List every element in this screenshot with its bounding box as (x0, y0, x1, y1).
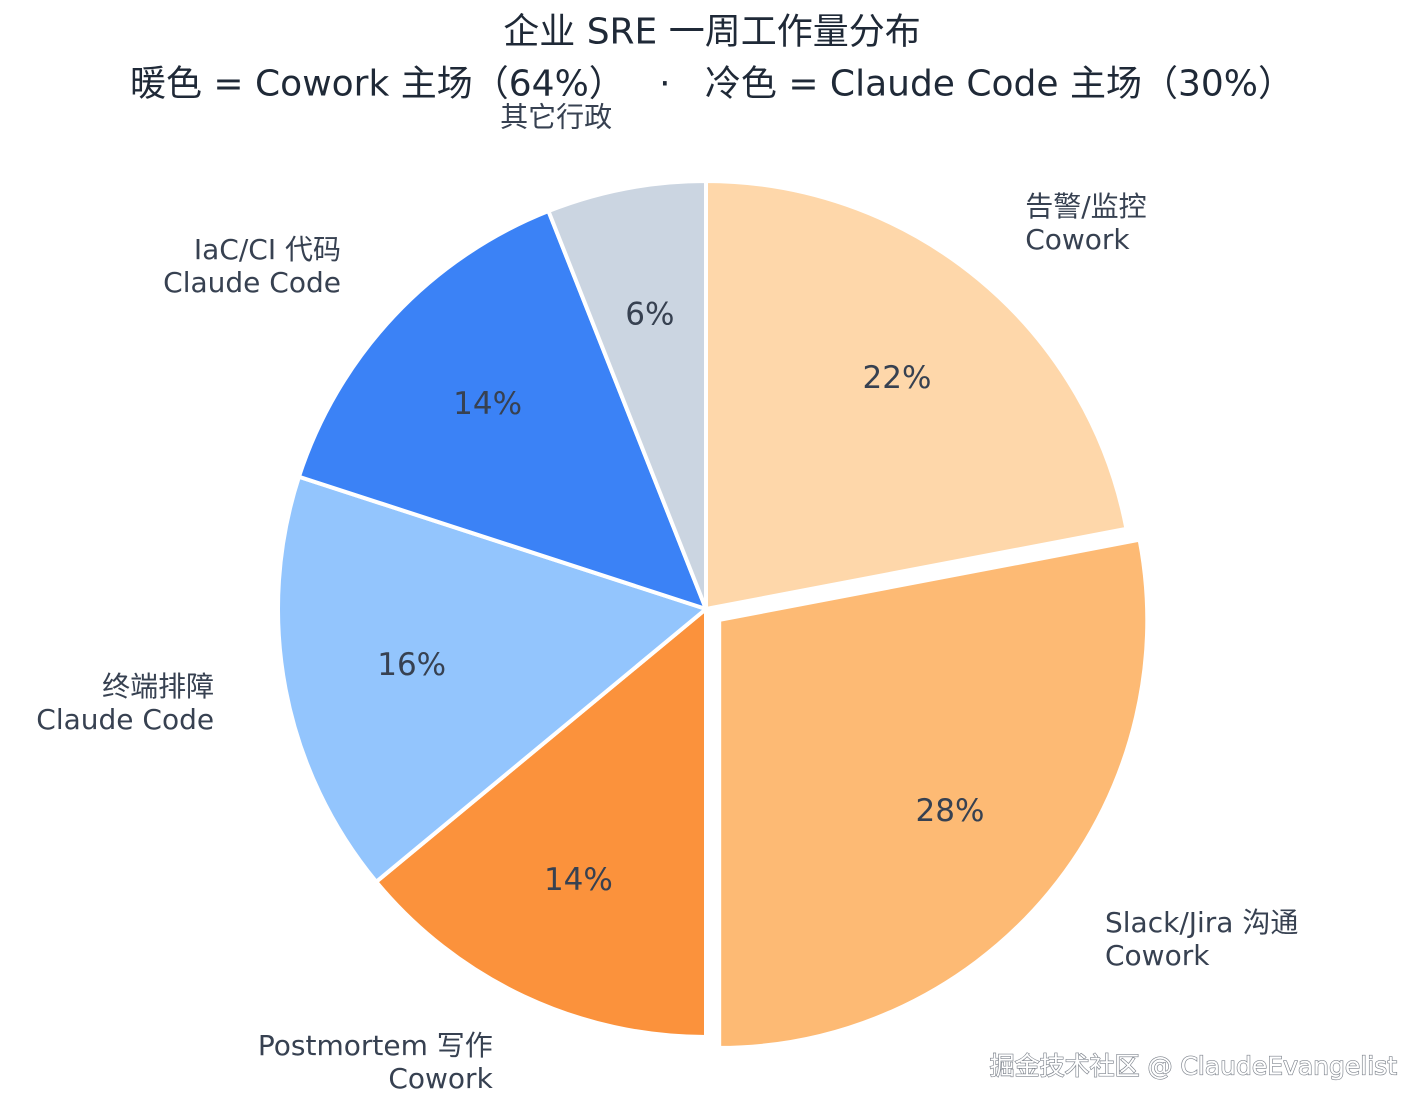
pie-slices (276, 179, 1150, 1050)
percent-label: 22% (863, 360, 932, 396)
percent-label: 14% (453, 386, 522, 422)
pie-slice (704, 179, 1129, 611)
pie-slice (276, 474, 708, 884)
slice-sublabel: Cowork (388, 1062, 493, 1095)
chart-title: 企业 SRE 一周工作量分布 (503, 12, 921, 53)
percent-label: 6% (625, 297, 674, 333)
pie-slice (374, 607, 708, 1039)
slice-label: 终端排障 (102, 670, 214, 703)
percent-label: 16% (377, 647, 446, 683)
slice-sublabel: Claude Code (163, 266, 341, 299)
slice-label: Postmortem 写作 (258, 1029, 493, 1062)
slice-label: 其它行政 (500, 101, 612, 134)
slice-label: Slack/Jira 沟通 (1105, 906, 1298, 939)
chart-subtitle: 暖色 = Cowork 主场（64%） · 冷色 = Claude Code 主… (130, 64, 1294, 105)
percent-label: 14% (544, 862, 613, 898)
slice-sublabel: Cowork (1025, 223, 1130, 256)
slice-sublabel: Claude Code (36, 703, 214, 736)
pie-slice (717, 537, 1150, 1050)
pie-slice (296, 209, 708, 611)
slice-sublabel: Cowork (1105, 939, 1210, 972)
slice-label: IaC/CI 代码 (194, 233, 341, 266)
watermark: 掘金技术社区 @ ClaudeEvangelist (990, 1052, 1398, 1081)
pie-slice (546, 179, 708, 611)
percent-label: 28% (916, 793, 985, 829)
slice-label: 告警/监控 (1025, 190, 1146, 223)
